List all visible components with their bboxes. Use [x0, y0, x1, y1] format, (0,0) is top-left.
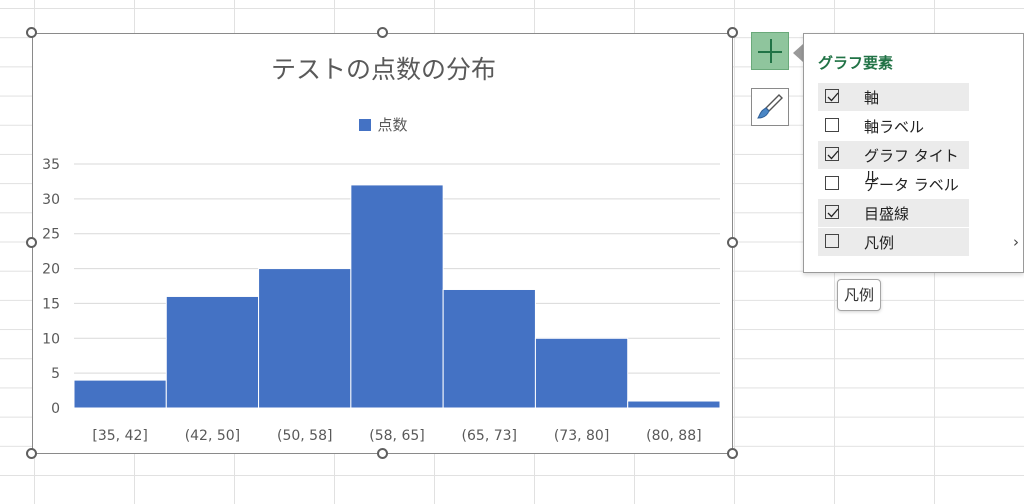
y-tick-label: 30: [42, 192, 60, 208]
x-tick-label: (50, 58]: [277, 428, 332, 444]
y-tick-label: 35: [42, 157, 60, 173]
chart-legend[interactable]: 点数: [33, 114, 734, 135]
axis-titles-checkbox[interactable]: [825, 118, 839, 132]
resize-handle-bottom-center[interactable]: [377, 448, 388, 459]
check-icon: [827, 92, 839, 102]
panel-item-gridlines[interactable]: 目盛線: [818, 199, 969, 227]
panel-item-axes[interactable]: 軸: [818, 83, 969, 111]
axes-checkbox[interactable]: [825, 89, 839, 103]
y-tick-label: 25: [42, 227, 60, 243]
histogram-bar[interactable]: [534, 337, 629, 409]
resize-handle-middle-right[interactable]: [727, 237, 738, 248]
histogram-bar[interactable]: [350, 184, 444, 409]
y-tick-label: 5: [51, 366, 60, 382]
resize-handle-bottom-left[interactable]: [26, 448, 37, 459]
legend-label: 点数: [377, 116, 408, 134]
check-icon: [827, 208, 839, 218]
x-tick-label: [35, 42]: [92, 428, 147, 444]
legend-checkbox[interactable]: [825, 234, 839, 248]
chart-area[interactable]: テストの点数の分布 点数 0 5 10 15 20 25 30 35 [35, 42] (42, …: [32, 33, 733, 454]
y-tick-label: 10: [42, 331, 60, 347]
panel-item-data-labels[interactable]: データ ラベル: [818, 170, 969, 198]
panel-title: グラフ要素: [818, 54, 894, 72]
panel-item-axis-titles[interactable]: 軸ラベル: [818, 112, 969, 140]
chevron-right-icon[interactable]: ›: [1013, 233, 1019, 251]
panel-item-label: 凡例: [864, 234, 895, 252]
histogram-bar[interactable]: [258, 268, 352, 409]
chart-elements-button[interactable]: [751, 32, 789, 70]
chart-title-checkbox[interactable]: [825, 147, 839, 161]
x-tick-label: (58, 65]: [369, 428, 424, 444]
histogram-bar[interactable]: [165, 295, 260, 409]
chart-styles-button[interactable]: [751, 88, 789, 126]
y-tick-label: 20: [42, 262, 60, 278]
panel-item-label: 軸: [864, 89, 880, 107]
panel-item-chart-title[interactable]: グラフ タイトル: [818, 141, 969, 186]
x-tick-label: (80, 88]: [646, 428, 701, 444]
y-tick-label: 15: [42, 296, 60, 312]
histogram-bar[interactable]: [442, 288, 536, 409]
tooltip: 凡例: [837, 279, 882, 311]
chart-plot[interactable]: 0 5 10 15 20 25 30 35 [35, 42] (42, 50] (50, 58] (5…: [33, 34, 734, 455]
panel-pointer: [793, 44, 803, 62]
histogram-bar[interactable]: [627, 400, 721, 409]
legend-swatch: [359, 118, 372, 131]
panel-item-label: 軸ラベル: [864, 118, 925, 136]
x-tick-label: (73, 80]: [554, 428, 609, 444]
chart-title[interactable]: テストの点数の分布: [270, 55, 496, 84]
check-icon: [827, 150, 839, 160]
resize-handle-top-left[interactable]: [26, 27, 37, 38]
resize-handle-top-center[interactable]: [377, 27, 388, 38]
panel-item-label: グラフ タイトル: [864, 147, 959, 186]
resize-handle-middle-left[interactable]: [26, 237, 37, 248]
x-tick-label: (42, 50]: [185, 428, 240, 444]
panel-item-label: データ ラベル: [864, 176, 959, 194]
panel-item-legend[interactable]: 凡例 ›: [818, 228, 1019, 256]
gridlines-checkbox[interactable]: [825, 205, 839, 219]
panel-item-label: 目盛線: [864, 205, 910, 223]
resize-handle-bottom-right[interactable]: [727, 448, 738, 459]
data-labels-checkbox[interactable]: [825, 176, 839, 190]
x-tick-label: (65, 73]: [462, 428, 517, 444]
y-tick-label: 0: [51, 401, 60, 417]
histogram-bar[interactable]: [73, 379, 167, 409]
chart-elements-panel: グラフ要素 軸 軸ラベル グラフ タイトル データ ラベル 目盛線 凡例 ›: [803, 33, 1024, 273]
brush-icon: [757, 94, 783, 119]
resize-handle-top-right[interactable]: [727, 27, 738, 38]
